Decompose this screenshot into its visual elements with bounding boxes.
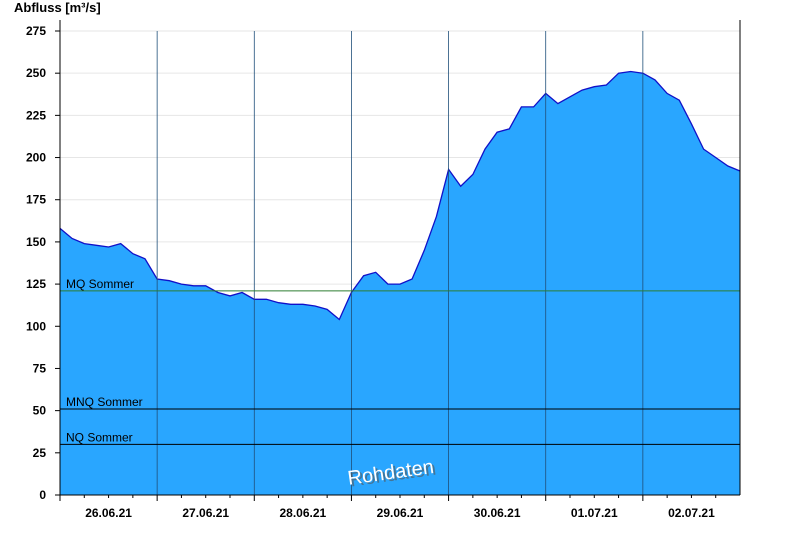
reference-label: MQ Sommer <box>66 277 134 291</box>
y-tick-label: 225 <box>26 108 46 122</box>
x-tick-label: 26.06.21 <box>85 506 132 520</box>
x-tick-label: 27.06.21 <box>182 506 229 520</box>
x-tick-label: 02.07.21 <box>668 506 715 520</box>
x-tick-label: 30.06.21 <box>474 506 521 520</box>
x-tick-label: 29.06.21 <box>377 506 424 520</box>
y-tick-label: 25 <box>33 446 47 460</box>
reference-label: NQ Sommer <box>66 430 133 444</box>
y-tick-label: 175 <box>26 193 46 207</box>
y-tick-label: 50 <box>33 404 47 418</box>
y-tick-label: 0 <box>39 488 46 502</box>
line <box>59 70 741 321</box>
y-tick-label: 275 <box>26 24 46 38</box>
y-tick-label: 250 <box>26 66 46 80</box>
x-tick-label: 01.07.21 <box>571 506 618 520</box>
y-tick-label: 100 <box>26 319 46 333</box>
x-tick-label: 28.06.21 <box>279 506 326 520</box>
y-tick-label: 200 <box>26 151 46 165</box>
reference-label: MNQ Sommer <box>66 395 143 409</box>
y-tick-label: 125 <box>26 277 46 291</box>
y-tick-label: 75 <box>33 361 47 375</box>
y-axis-label: Abfluss [m³/s] <box>14 0 101 15</box>
area <box>60 71 740 495</box>
y-tick-label: 150 <box>26 235 46 249</box>
